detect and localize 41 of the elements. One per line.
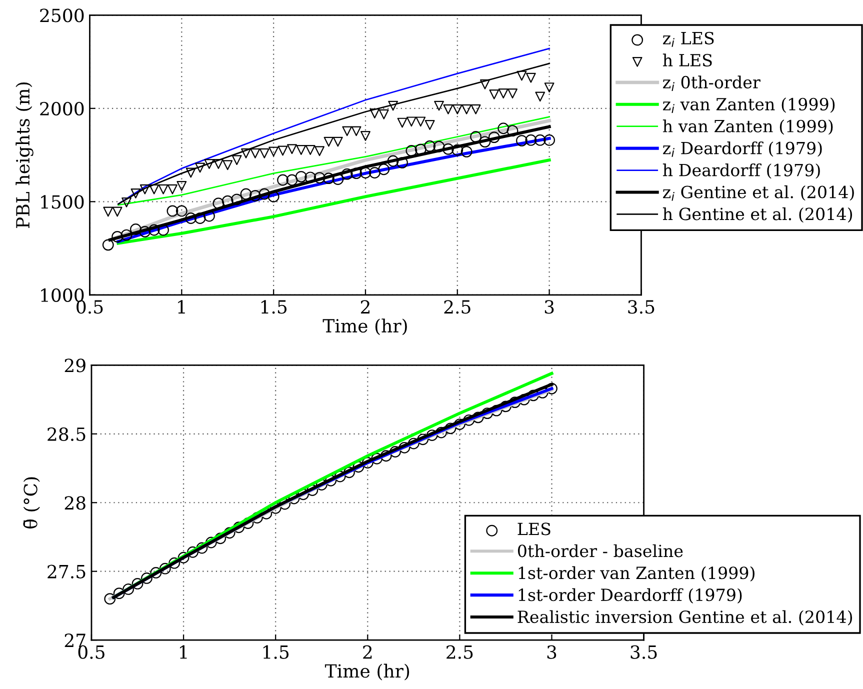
x-axis-title: Time (hr) <box>322 318 407 336</box>
x-tick-label: 0.5 <box>76 300 103 314</box>
x-tick-label: 2 <box>363 645 372 659</box>
x-tick-label: 3.5 <box>628 300 654 314</box>
legend-label: h Gentine et al. (2014) <box>662 207 852 223</box>
y-tick-label: 28.5 <box>48 427 86 442</box>
y-tick-label: 1500 <box>41 195 84 209</box>
legend-label: 1st-order van Zanten (1999) <box>518 566 754 582</box>
legend-label: 0th-order - baseline <box>518 544 683 558</box>
legend-label: 1st-order Deardorff (1979) <box>518 588 742 604</box>
y-tick-label: 1000 <box>41 288 84 302</box>
legend-label: h Deardorff (1979) <box>662 163 820 179</box>
x-tick-label: 1.5 <box>261 300 287 314</box>
legend-label: h LES <box>662 54 712 67</box>
x-tick-label: 0.5 <box>78 645 104 659</box>
legend-label: z$_{i}$ Gentine et al. (2014) <box>663 185 854 201</box>
y-tick-label: 27 <box>64 634 86 647</box>
x-axis-title: Time (hr) <box>324 664 410 680</box>
y-tick-label: 29 <box>64 358 86 372</box>
y-tick-label: 2000 <box>40 102 84 116</box>
legend-label: h van Zanten (1999) <box>662 120 833 135</box>
legend-label: z$_{i}$ van Zanten (1999) <box>663 98 835 113</box>
y-tick-label: 2500 <box>40 8 84 22</box>
legend-label: z$_{i}$ Deardorff (1979) <box>663 141 822 157</box>
x-tick-label: 3 <box>547 645 556 659</box>
legend-label: Realistic inversion Gentine et al. (2014) <box>518 610 852 626</box>
y-tick-label: 28 <box>64 496 86 510</box>
x-tick-label: 2.5 <box>444 300 470 314</box>
x-tick-label: 2.5 <box>446 645 473 659</box>
y-axis-title: θ̄ (°C) <box>23 477 40 528</box>
legend-label: z$_{i}$ LES <box>663 32 714 47</box>
x-tick-label: 2 <box>360 300 370 314</box>
x-tick-label: 1 <box>178 300 185 314</box>
x-tick-label: 3 <box>544 300 554 314</box>
legend-label: z$_{i}$ 0th-order <box>663 76 760 91</box>
y-tick-label: 27.5 <box>48 564 86 578</box>
x-tick-label: 1 <box>180 645 187 659</box>
x-tick-label: 1.5 <box>263 645 289 659</box>
legend-label: LES <box>518 522 550 536</box>
y-axis-title: PBL heights (m) <box>16 82 34 228</box>
x-tick-label: 3.5 <box>630 645 657 659</box>
